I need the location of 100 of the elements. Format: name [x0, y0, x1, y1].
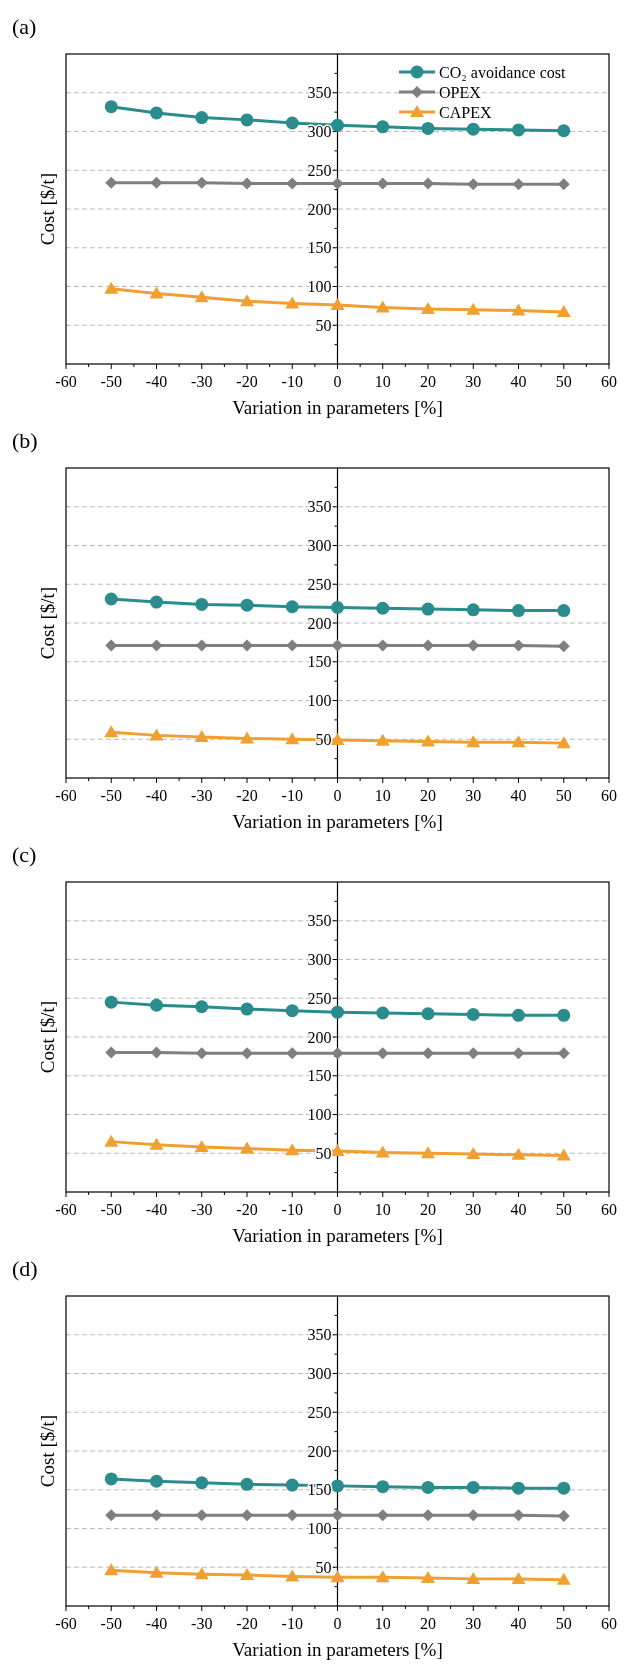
- y-tick-label: 250: [307, 1403, 332, 1421]
- x-tick-label: -40: [145, 373, 168, 390]
- x-tick-label: 0: [333, 1615, 342, 1632]
- x-tick-label: 10: [374, 1615, 391, 1632]
- point: [422, 1509, 434, 1522]
- x-tick-label: -60: [55, 1201, 77, 1218]
- point: [557, 1008, 571, 1022]
- x-tick-label: -30: [191, 373, 213, 390]
- point: [376, 601, 390, 615]
- point: [466, 122, 480, 136]
- point: [512, 604, 525, 618]
- point: [241, 1509, 253, 1522]
- point: [376, 1006, 390, 1020]
- point: [556, 736, 571, 749]
- x-tick-label: 60: [601, 787, 617, 804]
- y-tick-label: 200: [307, 200, 332, 218]
- point: [421, 1146, 435, 1159]
- x-tick-label: -30: [191, 1201, 213, 1218]
- point: [466, 302, 481, 315]
- point: [511, 303, 526, 316]
- legend-label: CO₂ avoidance cost: [439, 63, 566, 81]
- point: [241, 177, 253, 190]
- point: [512, 123, 525, 137]
- x-tick-label: -10: [281, 1201, 303, 1218]
- point: [331, 118, 344, 132]
- y-axis-title: Cost [$/t]: [37, 1000, 58, 1074]
- point: [421, 1480, 435, 1494]
- y-tick-label: 150: [307, 239, 332, 257]
- x-tick-label: 10: [374, 787, 391, 804]
- point: [421, 301, 435, 314]
- point: [104, 1563, 119, 1576]
- point: [511, 1147, 526, 1160]
- x-tick-label: -50: [100, 373, 122, 390]
- point: [466, 603, 480, 617]
- point: [512, 178, 525, 191]
- point: [194, 1140, 209, 1153]
- x-tick-label: -60: [55, 373, 77, 390]
- x-tick-label: -20: [236, 787, 258, 804]
- point: [194, 729, 209, 742]
- point: [556, 1148, 571, 1161]
- point: [240, 731, 254, 744]
- point: [466, 1147, 481, 1160]
- point: [421, 602, 435, 616]
- x-tick-label: 50: [555, 787, 572, 804]
- point: [331, 1005, 344, 1019]
- point: [149, 728, 164, 741]
- point: [285, 1569, 300, 1582]
- point: [422, 639, 434, 652]
- x-tick-label: 50: [555, 373, 572, 390]
- point: [285, 732, 300, 745]
- point: [331, 1047, 344, 1060]
- point: [285, 116, 299, 130]
- point: [422, 1047, 434, 1060]
- x-tick-label: 40: [510, 1201, 527, 1218]
- x-tick-label: 30: [465, 787, 482, 804]
- y-tick-label: 100: [307, 278, 332, 296]
- x-tick-label: 10: [374, 373, 391, 390]
- point: [557, 640, 570, 653]
- point: [240, 1568, 254, 1580]
- point: [195, 1047, 208, 1060]
- point: [330, 298, 345, 311]
- point: [556, 305, 571, 318]
- y-tick-label: 300: [307, 951, 332, 969]
- x-tick-label: 0: [333, 373, 342, 390]
- x-tick-label: -50: [100, 787, 122, 804]
- point: [421, 121, 435, 135]
- y-tick-label: 300: [307, 1365, 332, 1383]
- point: [150, 1509, 163, 1522]
- point: [149, 286, 164, 299]
- point: [104, 281, 119, 294]
- point: [241, 1047, 253, 1060]
- point: [240, 598, 254, 612]
- y-tick-label: 250: [307, 161, 332, 179]
- x-axis-title: Variation in parameters [%]: [232, 1639, 443, 1660]
- x-tick-label: 50: [555, 1615, 572, 1632]
- x-tick-label: 20: [420, 373, 436, 390]
- point: [330, 1143, 345, 1156]
- point: [104, 1472, 118, 1486]
- chart-title: (b): [12, 428, 38, 453]
- point: [331, 1479, 344, 1493]
- x-tick-label: 30: [465, 373, 482, 390]
- legend-label: OPEX: [439, 83, 482, 101]
- y-axis-title: Cost [$/t]: [37, 172, 58, 246]
- point: [512, 1509, 525, 1522]
- y-tick-label: 100: [307, 1106, 332, 1124]
- y-tick-label: 200: [307, 1028, 332, 1046]
- point: [195, 1000, 209, 1014]
- point: [104, 100, 118, 114]
- point: [557, 604, 571, 618]
- point: [512, 1481, 525, 1495]
- y-tick-label: 100: [307, 692, 332, 710]
- point: [375, 733, 390, 746]
- x-tick-label: -20: [236, 373, 258, 390]
- x-tick-label: -40: [145, 1615, 168, 1632]
- point: [331, 1509, 344, 1522]
- x-tick-label: 40: [510, 1615, 527, 1632]
- point: [557, 1481, 571, 1495]
- point: [556, 1572, 571, 1585]
- point: [466, 1480, 480, 1494]
- point: [466, 1571, 481, 1584]
